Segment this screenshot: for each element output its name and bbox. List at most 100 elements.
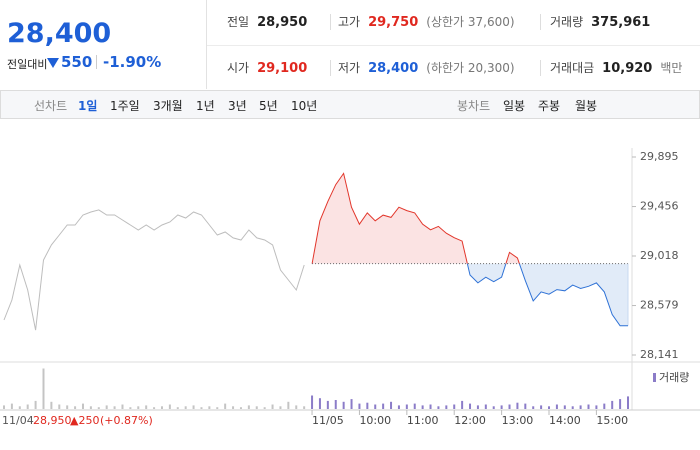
volume-bar: [421, 405, 424, 409]
volume-bar: [413, 403, 416, 409]
period-tab[interactable]: 10년: [291, 99, 318, 113]
price-line: [3, 209, 305, 331]
y-tick-label: 29,456: [640, 200, 679, 213]
info-note: (상한가 37,600): [426, 15, 515, 29]
separator: [330, 60, 331, 76]
volume-bar: [571, 406, 574, 409]
volume-bar: [548, 406, 551, 409]
volume-bar: [342, 401, 345, 409]
period-tab[interactable]: 1년: [196, 99, 215, 113]
volume-bar: [105, 405, 108, 409]
candle-tab[interactable]: 주봉: [538, 99, 561, 113]
x-tick-label: 13:00: [502, 414, 534, 427]
change-value: 550: [61, 53, 93, 71]
period-tab[interactable]: 3개월: [153, 99, 183, 113]
volume-bar: [397, 405, 400, 409]
volume-bar: [200, 407, 203, 409]
volume-bar: [168, 404, 171, 409]
candle-tab[interactable]: 월봉: [575, 99, 598, 113]
volume-bar: [295, 405, 298, 409]
info-label: 거래대금: [550, 61, 595, 75]
x-tick-label: 14:00: [549, 414, 581, 427]
period-tab[interactable]: 5년: [259, 99, 278, 113]
volume-bar: [429, 404, 432, 409]
volume-bar: [97, 407, 100, 409]
volume-bar: [137, 406, 140, 409]
x-tick-label: 12:00: [454, 414, 486, 427]
prev-change: ▲250: [70, 414, 99, 427]
volume-bar: [145, 405, 148, 409]
volume-bar: [216, 407, 219, 409]
info-label: 거래량: [550, 15, 584, 29]
volume-bar: [390, 401, 393, 409]
volume-bar: [445, 405, 448, 409]
volume-bar: [3, 405, 5, 409]
volume-bar: [453, 404, 456, 409]
volume-bar: [74, 406, 77, 409]
volume-bar: [484, 404, 487, 409]
x-tick-label: 15:00: [596, 414, 628, 427]
period-tab[interactable]: 1일: [78, 99, 98, 113]
volume-bar: [160, 406, 163, 409]
volume-bar: [18, 406, 21, 409]
volume-bar: [271, 404, 274, 409]
info-cell: 저가 28,400 (하한가 20,300): [338, 59, 515, 76]
info-label: 고가: [338, 15, 361, 29]
volume-bar: [374, 404, 377, 409]
info-cell: 거래량 375,961: [550, 13, 650, 30]
prev-date: 11/04: [2, 414, 34, 427]
info-label: 시가: [227, 61, 250, 75]
volume-bar: [563, 405, 566, 409]
volume-bar: [34, 400, 37, 409]
prev-close: 28,950: [33, 414, 72, 427]
volume-bar: [461, 400, 464, 409]
period-tab[interactable]: 3년: [228, 99, 247, 113]
volume-bar: [255, 406, 258, 409]
volume-bar: [239, 407, 242, 409]
volume-bar: [405, 404, 408, 409]
volume-bar: [476, 405, 479, 409]
legend-swatch: [653, 373, 656, 382]
x-tick-label: 11/05: [312, 414, 344, 427]
info-grid: 전일 28,950 고가 29,750 (상한가 37,600) 거래량 375,961 시가…: [207, 0, 700, 89]
down-arrow: [47, 58, 59, 68]
volume-bar: [587, 404, 590, 409]
info-cell: 전일 28,950: [227, 13, 307, 30]
volume-bar: [492, 406, 495, 409]
volume-bar: [26, 404, 29, 409]
separator: [540, 60, 541, 76]
volume-bar: [611, 400, 614, 409]
info-note: 백만: [660, 61, 683, 75]
volume-bar: [81, 403, 84, 409]
volume-bar: [595, 405, 598, 409]
y-tick-label: 28,141: [640, 348, 679, 361]
volume-bar: [176, 407, 179, 409]
price-box: 28,400 전일대비 550 -1.90%: [0, 0, 207, 89]
price-line-up: [311, 172, 520, 264]
volume-bar: [224, 403, 227, 409]
period-tab[interactable]: 1주일: [110, 99, 140, 113]
volume-bar: [232, 406, 235, 409]
volume-bar: [279, 406, 282, 409]
volume-bar: [89, 406, 92, 409]
volume-bar: [121, 404, 124, 409]
volume-bar: [66, 405, 69, 409]
volume-bar: [113, 406, 116, 409]
volume-bar: [184, 406, 187, 409]
info-label: 전일: [227, 15, 250, 29]
candle-tab[interactable]: 일봉: [503, 99, 526, 113]
y-tick-label: 28,579: [640, 299, 679, 312]
volume-bar: [627, 396, 629, 409]
change-rate: -1.90%: [103, 53, 162, 71]
volume-bar: [263, 407, 266, 409]
tab-group-label: 봉차트: [457, 99, 491, 113]
separator: [330, 14, 331, 30]
info-label: 저가: [338, 61, 361, 75]
volume-bar: [603, 403, 606, 409]
x-tick-label: 10:00: [359, 414, 391, 427]
volume-bar: [10, 403, 13, 409]
volume-bar: [382, 403, 385, 409]
y-tick-label: 29,018: [640, 249, 679, 262]
